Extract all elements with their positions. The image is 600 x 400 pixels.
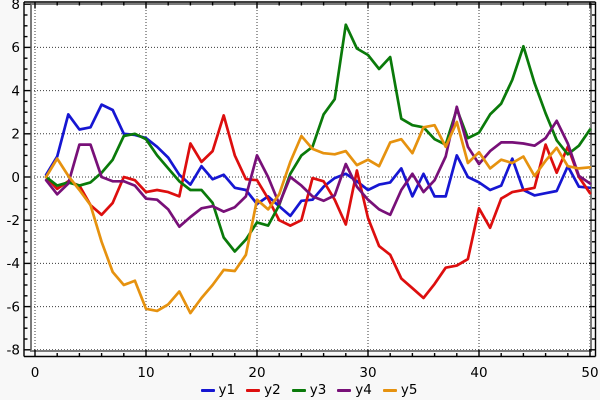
legend-item-y3: y3 bbox=[291, 381, 327, 398]
legend-item-y4: y4 bbox=[337, 381, 372, 398]
y-tick-label: 0 bbox=[11, 170, 20, 186]
series-y5 bbox=[44, 120, 592, 315]
legend: y1 y2 y3 y4 y5 bbox=[0, 381, 600, 400]
y-tick-label: 2 bbox=[11, 127, 20, 143]
legend-swatch-y5 bbox=[382, 389, 397, 392]
series-y2 bbox=[44, 114, 592, 300]
y-tick-label: -6 bbox=[7, 299, 20, 315]
legend-swatch-y3 bbox=[291, 389, 306, 392]
y-tick-label: -2 bbox=[7, 213, 20, 229]
y-tick-label: 8 bbox=[11, 0, 20, 13]
x-tick-label: 40 bbox=[470, 365, 487, 381]
legend-label: y1 bbox=[218, 381, 236, 398]
legend-item-y5: y5 bbox=[382, 381, 418, 398]
legend-swatch-y2 bbox=[246, 389, 261, 392]
y-tick-label: 6 bbox=[11, 40, 20, 56]
x-tick-label: 20 bbox=[248, 365, 265, 381]
legend-label: y5 bbox=[400, 381, 418, 398]
series-y3 bbox=[44, 23, 592, 253]
x-tick-label: 50 bbox=[581, 365, 598, 381]
series-y4 bbox=[44, 105, 592, 229]
legend-swatch-y1 bbox=[200, 389, 215, 392]
y-tick-label: 4 bbox=[11, 83, 20, 99]
x-tick-label: 30 bbox=[359, 365, 376, 381]
legend-label: y4 bbox=[355, 381, 372, 398]
y-tick-label: -8 bbox=[7, 343, 20, 359]
x-tick-label: 10 bbox=[137, 365, 154, 381]
legend-label: y2 bbox=[264, 381, 281, 398]
legend-label: y3 bbox=[309, 381, 327, 398]
legend-item-y1: y1 bbox=[200, 381, 236, 398]
legend-swatch-y4 bbox=[337, 389, 352, 392]
legend-item-y2: y2 bbox=[246, 381, 281, 398]
x-tick-label: 0 bbox=[31, 365, 40, 381]
axes bbox=[23, 1, 597, 358]
y-tick-label: -4 bbox=[7, 256, 20, 272]
